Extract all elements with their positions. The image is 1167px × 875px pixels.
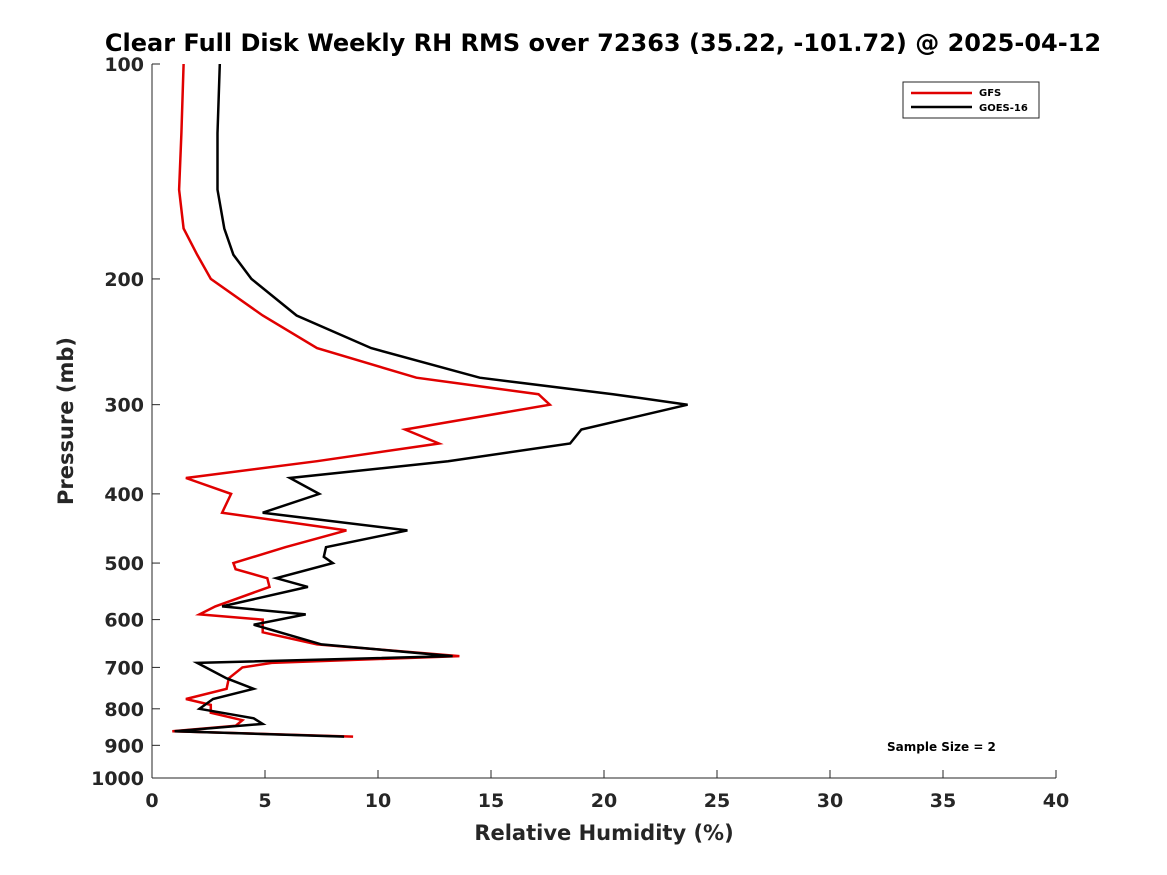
y-tick-label: 600 bbox=[104, 610, 144, 632]
y-tick-label: 700 bbox=[104, 657, 144, 679]
y-tick-label: 1000 bbox=[91, 768, 144, 790]
y-tick-label: 300 bbox=[104, 395, 144, 417]
x-tick-label: 30 bbox=[817, 790, 843, 812]
y-tick-label: 400 bbox=[104, 484, 144, 506]
x-tick-label: 35 bbox=[930, 790, 956, 812]
legend-label-goes16: GOES-16 bbox=[979, 103, 1028, 114]
series-line-goes16 bbox=[174, 63, 688, 738]
legend: GFS GOES-16 bbox=[902, 81, 1040, 119]
plot-area: 0 5 10 15 20 25 30 35 40 100 200 300 400 500 600 700 80… bbox=[91, 54, 1069, 812]
x-axis-label: Relative Humidity (%) bbox=[474, 821, 733, 845]
y-tick-label: 200 bbox=[104, 269, 144, 291]
sample-size-annotation: Sample Size = 2 bbox=[887, 740, 996, 754]
x-ticks: 0 5 10 15 20 25 30 35 40 bbox=[145, 770, 1069, 812]
x-tick-label: 40 bbox=[1043, 790, 1069, 812]
x-tick-label: 10 bbox=[365, 790, 391, 812]
y-ticks: 100 200 300 400 500 600 700 800 900 1000 bbox=[91, 54, 160, 790]
x-tick-label: 0 bbox=[145, 790, 158, 812]
y-tick-label: 500 bbox=[104, 553, 144, 575]
legend-label-gfs: GFS bbox=[979, 88, 1001, 99]
y-tick-label: 900 bbox=[104, 735, 144, 757]
x-tick-label: 15 bbox=[478, 790, 504, 812]
legend-box bbox=[902, 81, 1040, 119]
chart-title: Clear Full Disk Weekly RH RMS over 72363… bbox=[105, 29, 1101, 57]
x-tick-label: 20 bbox=[591, 790, 617, 812]
series-lines bbox=[172, 63, 688, 738]
x-tick-label: 25 bbox=[704, 790, 730, 812]
x-tick-label: 5 bbox=[258, 790, 271, 812]
y-tick-label: 800 bbox=[104, 699, 144, 721]
y-tick-label: 100 bbox=[104, 54, 144, 76]
series-line-gfs bbox=[172, 63, 553, 738]
y-axis-label: Pressure (mb) bbox=[54, 337, 78, 505]
